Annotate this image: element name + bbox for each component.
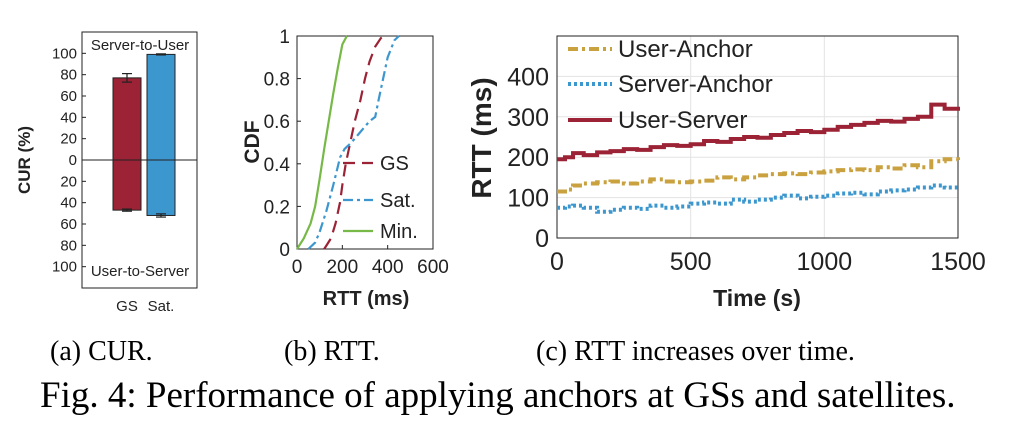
series-line-min [296, 35, 348, 250]
x-axis-label: Time (s) [713, 285, 801, 311]
y-axis-label: CDF [241, 120, 264, 163]
bar [112, 77, 142, 161]
y-tick-label: 40 [60, 109, 77, 126]
y-tick-label: 100 [52, 259, 77, 276]
y-tick-label: 0.4 [264, 155, 291, 176]
legend-label: Server-Anchor [618, 71, 773, 98]
plot-frame [296, 35, 434, 250]
series-line-server-anchor [557, 183, 960, 214]
x-tick-label: 200 [326, 257, 358, 278]
legend-label: GS [380, 153, 409, 175]
y-tick-label: 20 [60, 131, 77, 148]
rtt-over-time-chart: 0 500 1000 1500 0 100 200 300 400 User-Anchor Serv… [466, 35, 986, 311]
y-tick-label: 20 [60, 173, 77, 190]
bar [146, 159, 176, 216]
legend-label: Sat. [380, 190, 416, 212]
series-line-user-anchor [557, 157, 960, 194]
series-line-sat [307, 35, 400, 250]
rtt-cdf-chart: 0 0.2 0.4 0.6 0.8 1 0 200 400 600 GS Sat. Min. RTT (m… [241, 27, 449, 310]
x-tick-label: GS [116, 298, 138, 315]
y-tick-label: 400 [507, 63, 549, 91]
cur-bar-chart: 100 80 60 40 20 0 20 40 60 80 100 Server-to-User Use… [15, 31, 198, 315]
y-tick-label: 60 [60, 88, 77, 105]
x-tick-label: 1500 [930, 248, 986, 276]
plot-frame [556, 35, 959, 239]
y-tick-label: 0.2 [264, 197, 290, 218]
y-tick-label: 80 [60, 67, 77, 84]
x-tick-label: 0 [292, 257, 303, 278]
y-tick-label: 40 [60, 195, 77, 212]
y-tick-label: 100 [52, 45, 77, 62]
subcaption-a: (a) CUR. [50, 336, 153, 367]
y-tick-label: 80 [60, 237, 77, 254]
x-tick-label: 0 [550, 248, 564, 276]
series-line-gs [323, 35, 385, 250]
figure-caption: Fig. 4: Performance of applying anchors … [40, 375, 956, 416]
y-tick-label: 0.6 [264, 112, 290, 133]
x-tick-label: 1000 [797, 248, 853, 276]
x-tick-label: 400 [372, 257, 404, 278]
annotation-user-to-server: User-to-Server [91, 263, 189, 280]
legend-label: Min. [380, 221, 418, 243]
y-tick-label: 0 [279, 240, 290, 261]
y-axis-label: RTT (ms) [466, 77, 497, 198]
y-tick-label: 200 [507, 144, 549, 172]
y-tick-label: 0.8 [264, 70, 290, 91]
legend-label: User-Server [618, 107, 747, 134]
y-tick-label: 0 [69, 152, 77, 169]
y-tick-label: 300 [507, 104, 549, 132]
y-tick-label: 60 [60, 216, 77, 233]
x-tick-label: 600 [417, 257, 449, 278]
bar [146, 53, 176, 161]
legend-label: User-Anchor [618, 36, 753, 63]
x-tick-label: 500 [670, 248, 712, 276]
y-tick-label: 0 [535, 225, 549, 253]
y-tick-label: 100 [507, 185, 549, 213]
series-line-user-server [557, 102, 960, 162]
y-axis-label: CUR (%) [15, 126, 34, 194]
y-tick-label: 1 [279, 27, 290, 48]
x-tick-label: Sat. [148, 298, 175, 315]
x-axis-label: RTT (ms) [323, 288, 410, 310]
subcaption-b: (b) RTT. [284, 336, 380, 367]
annotation-server-to-user: Server-to-User [91, 37, 189, 54]
bar [112, 159, 142, 211]
subcaption-c: (c) RTT increases over time. [536, 336, 855, 367]
